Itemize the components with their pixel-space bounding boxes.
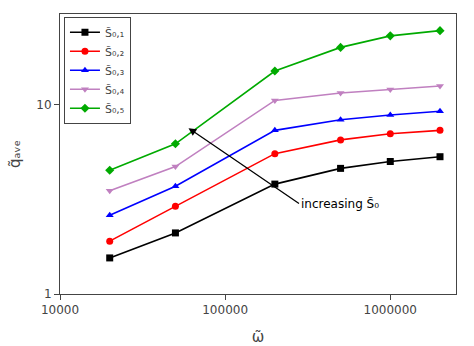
- svg-text:S̃₀,₃: S̃₀,₃: [105, 65, 124, 78]
- svg-text:100000: 100000: [202, 303, 248, 317]
- svg-text:ω̃: ω̃: [252, 328, 265, 346]
- svg-text:1000000: 1000000: [364, 303, 417, 317]
- svg-text:10000: 10000: [41, 303, 79, 317]
- svg-text:S̃₀,₁: S̃₀,₁: [105, 27, 124, 40]
- svg-text:S̃₀,₄: S̃₀,₄: [105, 84, 125, 97]
- svg-text:increasing S̃₀: increasing S̃₀: [301, 197, 379, 211]
- svg-text:1: 1: [44, 287, 52, 301]
- svg-text:q̃ₐᵥₑ: q̃ₐᵥₑ: [6, 140, 24, 168]
- svg-text:S̃₀,₂: S̃₀,₂: [105, 46, 124, 59]
- svg-text:10: 10: [36, 98, 51, 112]
- svg-text:S̃₀,₅: S̃₀,₅: [105, 103, 124, 116]
